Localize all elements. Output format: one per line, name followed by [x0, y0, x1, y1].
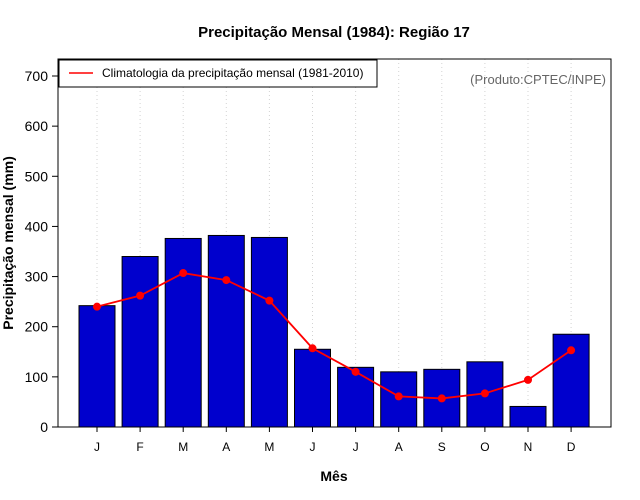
- climatology-point-7: [394, 392, 403, 401]
- climatology-point-10: [524, 375, 532, 384]
- x-tick-label-10: N: [524, 440, 533, 454]
- climatology-point-6: [351, 367, 360, 376]
- legend-entry-climatology: Climatologia da precipitação mensal (198…: [102, 66, 363, 80]
- bar-j-0: [78, 305, 116, 428]
- x-tick-label-1: F: [136, 440, 143, 454]
- bar-series: [78, 234, 590, 428]
- credit-text: (Produto:CPTEC/INPE): [470, 72, 606, 87]
- y-tick-label-200: 200: [25, 319, 49, 335]
- x-tick-label-2: M: [178, 440, 188, 454]
- y-tick-label-0: 0: [40, 419, 48, 435]
- climatology-point-1: [136, 291, 145, 300]
- climatology-line: [96, 272, 572, 400]
- bar-n-10: [509, 405, 547, 428]
- climatology-point-9: [480, 389, 489, 398]
- climatology-point-2: [179, 269, 188, 278]
- x-tick-label-4: M: [264, 440, 274, 454]
- bar-m-2: [164, 237, 202, 428]
- x-axis-label: Mês: [320, 468, 347, 484]
- x-tick-label-7: A: [395, 440, 403, 454]
- x-tick-label-5: J: [310, 440, 316, 454]
- x-tick-label-9: O: [480, 440, 489, 454]
- bar-f-1: [121, 256, 159, 428]
- bar-a-3: [207, 234, 245, 428]
- climatology-line-series: [93, 269, 576, 403]
- y-axis: 0 100 200 300 400 500 600 700: [25, 68, 58, 435]
- y-tick-label-100: 100: [25, 369, 49, 385]
- x-tick-label-6: J: [353, 440, 359, 454]
- legend: Climatologia da precipitação mensal (198…: [58, 59, 378, 88]
- x-tick-label-0: J: [94, 440, 100, 454]
- climatology-point-11: [567, 346, 576, 355]
- x-tick-label-8: S: [438, 440, 446, 454]
- y-tick-label-600: 600: [25, 118, 49, 134]
- x-tick-label-3: A: [222, 440, 230, 454]
- climatology-point-0: [93, 302, 101, 311]
- legend-box: [58, 59, 378, 88]
- chart-title: Precipitação Mensal (1984): Região 17: [198, 24, 470, 41]
- x-tick-label-11: D: [567, 440, 576, 454]
- bar-j-6: [337, 366, 375, 428]
- climatology-point-8: [437, 394, 446, 403]
- climatology-point-3: [222, 276, 231, 285]
- y-tick-label-300: 300: [25, 269, 49, 285]
- plot-frame: [57, 58, 612, 428]
- bar-m-4: [250, 236, 288, 428]
- climatology-point-4: [265, 296, 274, 305]
- bar-j-5: [294, 348, 331, 428]
- y-tick-label-700: 700: [25, 68, 49, 84]
- y-tick-label-400: 400: [25, 218, 49, 234]
- y-axis-label: Precipitação mensal (mm): [0, 156, 16, 330]
- climatology-point-5: [308, 344, 317, 353]
- y-tick-label-500: 500: [25, 168, 49, 184]
